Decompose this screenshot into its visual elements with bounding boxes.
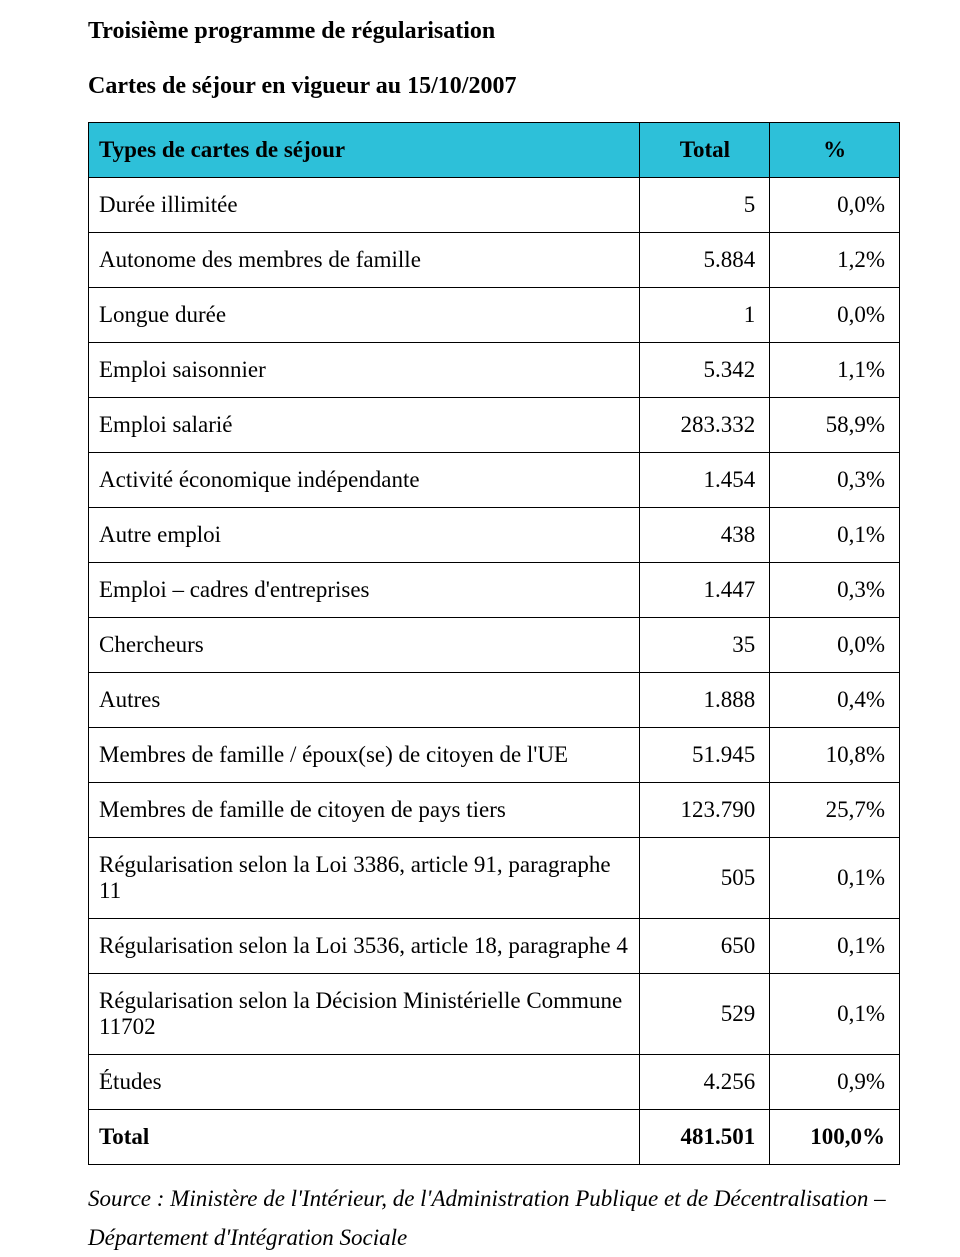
- row-pct: 0,1%: [770, 919, 900, 974]
- table-row: Chercheurs350,0%: [89, 618, 900, 673]
- row-total: 51.945: [640, 728, 770, 783]
- table-row: Emploi salarié283.33258,9%: [89, 398, 900, 453]
- row-total: 505: [640, 838, 770, 919]
- table-row: Régularisation selon la Loi 3536, articl…: [89, 919, 900, 974]
- row-label: Régularisation selon la Loi 3536, articl…: [89, 919, 640, 974]
- table-row: Membres de famille de citoyen de pays ti…: [89, 783, 900, 838]
- row-total: 4.256: [640, 1055, 770, 1110]
- row-label: Longue durée: [89, 288, 640, 343]
- table-row: Longue durée10,0%: [89, 288, 900, 343]
- row-total: 650: [640, 919, 770, 974]
- row-pct: 0,0%: [770, 618, 900, 673]
- row-label: Membres de famille de citoyen de pays ti…: [89, 783, 640, 838]
- row-total: 5.342: [640, 343, 770, 398]
- row-total: 1.447: [640, 563, 770, 618]
- row-label: Autres: [89, 673, 640, 728]
- row-total: 438: [640, 508, 770, 563]
- row-label: Activité économique indépendante: [89, 453, 640, 508]
- row-label: Chercheurs: [89, 618, 640, 673]
- total-pct: 100,0%: [770, 1110, 900, 1165]
- row-pct: 0,0%: [770, 288, 900, 343]
- total-label: Total: [89, 1110, 640, 1165]
- table-row: Emploi – cadres d'entreprises1.4470,3%: [89, 563, 900, 618]
- row-pct: 58,9%: [770, 398, 900, 453]
- row-pct: 0,9%: [770, 1055, 900, 1110]
- table-total-row: Total 481.501 100,0%: [89, 1110, 900, 1165]
- row-label: Emploi salarié: [89, 398, 640, 453]
- row-label: Emploi – cadres d'entreprises: [89, 563, 640, 618]
- col-header-total: Total: [640, 123, 770, 178]
- table-row: Durée illimitée50,0%: [89, 178, 900, 233]
- row-label: Durée illimitée: [89, 178, 640, 233]
- row-label: Membres de famille / époux(se) de citoye…: [89, 728, 640, 783]
- row-pct: 10,8%: [770, 728, 900, 783]
- row-total: 1: [640, 288, 770, 343]
- total-value: 481.501: [640, 1110, 770, 1165]
- row-total: 5: [640, 178, 770, 233]
- table-row: Membres de famille / époux(se) de citoye…: [89, 728, 900, 783]
- row-label: Régularisation selon la Loi 3386, articl…: [89, 838, 640, 919]
- row-label: Régularisation selon la Décision Ministé…: [89, 974, 640, 1055]
- row-total: 35: [640, 618, 770, 673]
- table-row: Études4.2560,9%: [89, 1055, 900, 1110]
- table-row: Emploi saisonnier5.3421,1%: [89, 343, 900, 398]
- page-title: Troisième programme de régularisation: [88, 18, 900, 45]
- data-table: Types de cartes de séjour Total % Durée …: [88, 122, 900, 1165]
- row-pct: 0,1%: [770, 974, 900, 1055]
- table-row: Régularisation selon la Décision Ministé…: [89, 974, 900, 1055]
- table-row: Autre emploi4380,1%: [89, 508, 900, 563]
- row-pct: 0,1%: [770, 838, 900, 919]
- row-total: 5.884: [640, 233, 770, 288]
- row-pct: 0,3%: [770, 453, 900, 508]
- table-header-row: Types de cartes de séjour Total %: [89, 123, 900, 178]
- table-row: Régularisation selon la Loi 3386, articl…: [89, 838, 900, 919]
- row-total: 283.332: [640, 398, 770, 453]
- row-total: 529: [640, 974, 770, 1055]
- row-pct: 0,4%: [770, 673, 900, 728]
- row-pct: 0,3%: [770, 563, 900, 618]
- row-total: 1.888: [640, 673, 770, 728]
- row-label: Autre emploi: [89, 508, 640, 563]
- col-header-label: Types de cartes de séjour: [89, 123, 640, 178]
- table-row: Autres1.8880,4%: [89, 673, 900, 728]
- document-page: Troisième programme de régularisation Ca…: [0, 0, 960, 1257]
- page-subtitle: Cartes de séjour en vigueur au 15/10/200…: [88, 73, 900, 100]
- table-body: Durée illimitée50,0%Autonome des membres…: [89, 178, 900, 1110]
- row-pct: 1,2%: [770, 233, 900, 288]
- row-pct: 1,1%: [770, 343, 900, 398]
- row-pct: 0,0%: [770, 178, 900, 233]
- row-label: Autonome des membres de famille: [89, 233, 640, 288]
- row-label: Emploi saisonnier: [89, 343, 640, 398]
- source-note: Source : Ministère de l'Intérieur, de l'…: [88, 1179, 900, 1257]
- row-total: 1.454: [640, 453, 770, 508]
- row-label: Études: [89, 1055, 640, 1110]
- table-row: Autonome des membres de famille5.8841,2%: [89, 233, 900, 288]
- row-total: 123.790: [640, 783, 770, 838]
- table-row: Activité économique indépendante1.4540,3…: [89, 453, 900, 508]
- row-pct: 25,7%: [770, 783, 900, 838]
- row-pct: 0,1%: [770, 508, 900, 563]
- col-header-pct: %: [770, 123, 900, 178]
